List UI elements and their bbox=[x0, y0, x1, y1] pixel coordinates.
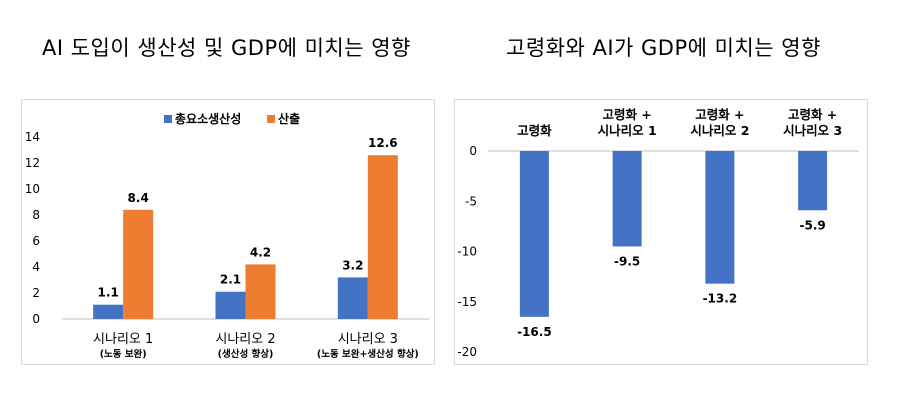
data-label: 4.2 bbox=[250, 245, 271, 259]
bar-scenario-2 bbox=[612, 151, 642, 247]
category-label-2: 시나리오 2 bbox=[215, 332, 275, 347]
bar-tfp-2 bbox=[215, 291, 246, 319]
left-chart-title: AI 도입이 생산성 및 GDP에 미치는 영향 bbox=[42, 36, 411, 60]
category-sublabel-2: (생산성 향상) bbox=[218, 348, 274, 360]
data-label: -5.9 bbox=[800, 218, 826, 232]
data-label: 12.6 bbox=[368, 136, 398, 150]
y-tick-label: 2 bbox=[32, 286, 40, 300]
legend-swatch-1 bbox=[267, 115, 275, 123]
y-tick-label: 12 bbox=[25, 156, 40, 170]
data-label: 8.4 bbox=[128, 191, 149, 205]
data-label: -13.2 bbox=[703, 292, 738, 306]
category-sublabel-2: 시나리오 1 bbox=[598, 123, 657, 138]
y-tick-label: 6 bbox=[32, 234, 40, 248]
category-label-3: 고령화 + bbox=[695, 107, 744, 122]
data-label: 2.1 bbox=[220, 273, 241, 287]
y-tick-label: -10 bbox=[457, 245, 477, 259]
y-tick-label: -20 bbox=[457, 345, 477, 359]
bar-scenario-4 bbox=[798, 151, 828, 211]
aging-gdp-chart: 0 -5 -10 -15 -20 -16.5 고령화 -9.5 고령화 + 시나리오 1 -13.2… bbox=[454, 99, 868, 365]
category-sublabel-3: 시나리오 2 bbox=[690, 123, 749, 138]
y-tick-label: 14 bbox=[25, 130, 40, 144]
data-label: 1.1 bbox=[98, 286, 119, 300]
category-label-3: 시나리오 3 bbox=[338, 332, 398, 347]
bar-tfp-1 bbox=[93, 304, 124, 319]
legend-swatch-0 bbox=[164, 115, 172, 123]
category-label-4: 고령화 + bbox=[788, 107, 837, 122]
category-label-2: 고령화 + bbox=[602, 107, 651, 122]
category-sublabel-3: (노동 보완+생산성 향상) bbox=[317, 348, 419, 360]
y-tick-label: 4 bbox=[32, 260, 40, 274]
y-tick-label: -5 bbox=[465, 194, 477, 208]
category-sublabel-1: (노동 보완) bbox=[100, 348, 147, 360]
y-tick-label: 8 bbox=[32, 208, 40, 222]
y-tick-label: -15 bbox=[457, 295, 477, 309]
data-label: 3.2 bbox=[342, 258, 363, 272]
y-tick-label: 0 bbox=[469, 144, 477, 158]
right-chart-title: 고령화와 AI가 GDP에 미치는 영향 bbox=[506, 36, 821, 60]
category-sublabel-4: 시나리오 3 bbox=[783, 123, 842, 138]
bar-output-3 bbox=[367, 155, 398, 319]
y-tick-label: 10 bbox=[25, 182, 40, 196]
legend-label-1: 산출 bbox=[278, 111, 300, 126]
bar-tfp-3 bbox=[337, 277, 368, 319]
legend-label-0: 총요소생산성 bbox=[175, 111, 241, 126]
category-label-1: 시나리오 1 bbox=[93, 332, 153, 347]
tfp-output-chart: 0 2 4 6 8 10 12 14 총요소생산성 산출 1.1 8.4 시나리오 1 (노동 보완) 2.… bbox=[21, 99, 435, 365]
data-label: -16.5 bbox=[517, 325, 552, 339]
y-tick-label: 0 bbox=[32, 312, 40, 326]
tfp-output-chart-svg: 0 2 4 6 8 10 12 14 총요소생산성 산출 1.1 8.4 시나리오 1(노동 보완) 2.… bbox=[25, 111, 429, 360]
data-label: -9.5 bbox=[614, 254, 640, 268]
bar-scenario-3 bbox=[705, 151, 735, 284]
bar-output-1 bbox=[123, 209, 154, 319]
bar-scenario-1 bbox=[519, 151, 549, 317]
bar-output-2 bbox=[245, 264, 276, 319]
category-label-1: 고령화 bbox=[517, 123, 552, 138]
